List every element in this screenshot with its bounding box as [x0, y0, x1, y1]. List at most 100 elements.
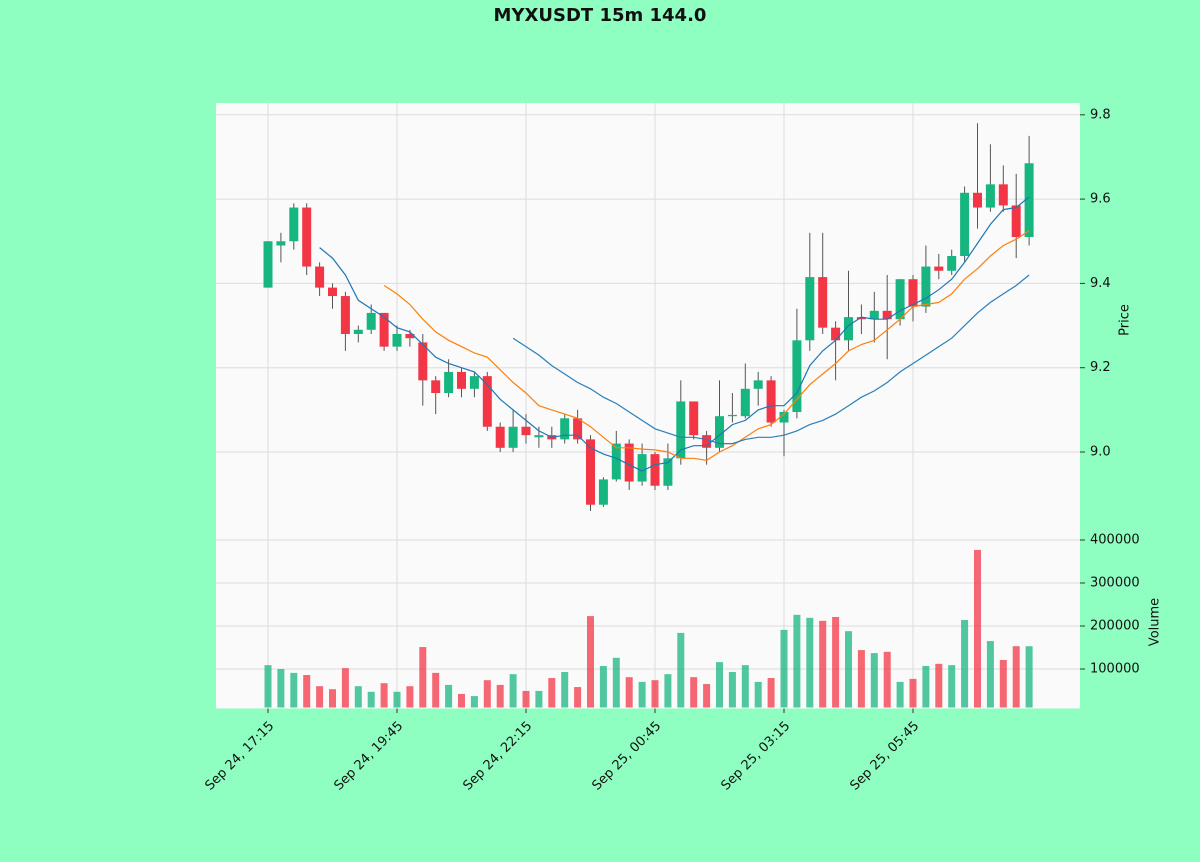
- y-tick-label: 200000: [1090, 619, 1140, 634]
- candle-body: [831, 327, 841, 341]
- candle-body: [302, 207, 312, 267]
- volume-bar: [599, 665, 607, 708]
- volume-bar: [316, 686, 324, 708]
- volume-bar: [380, 683, 388, 708]
- candle-body: [766, 380, 776, 423]
- volume-bar: [535, 690, 543, 708]
- candle-body: [431, 380, 441, 394]
- candle-body: [457, 371, 466, 389]
- volume-bar: [651, 680, 659, 708]
- volume-bar: [819, 620, 827, 708]
- volume-bar: [341, 668, 349, 708]
- candle-body: [715, 416, 724, 448]
- y-tick-label: 400000: [1090, 533, 1140, 548]
- candle-body: [805, 277, 815, 341]
- volume-bar: [677, 632, 685, 708]
- candle-body: [469, 376, 479, 389]
- moving-average-line: [319, 196, 1030, 472]
- volume-bar: [754, 681, 762, 708]
- candle-body: [1024, 163, 1034, 238]
- volume-bar: [612, 657, 620, 708]
- candle-body: [482, 376, 492, 427]
- x-tick-label: Sep 25, 00:45: [589, 719, 664, 794]
- volume-bar: [277, 669, 285, 708]
- candle-body: [405, 333, 415, 339]
- x-tick-label: Sep 24, 17:15: [202, 719, 277, 794]
- candle-body: [727, 414, 737, 417]
- candle-body: [702, 435, 712, 448]
- candle-body: [895, 279, 905, 320]
- y-axis-label: Price: [1118, 304, 1133, 336]
- volume-bar: [793, 614, 801, 708]
- candle-body: [663, 458, 673, 486]
- candle-body: [740, 388, 750, 417]
- candle-body: [289, 207, 299, 242]
- moving-average-line: [383, 230, 1030, 462]
- volume-bar: [509, 674, 517, 708]
- candle-body: [573, 418, 583, 440]
- volume-bar: [587, 616, 594, 708]
- volume-bar: [264, 665, 272, 708]
- volume-bar: [948, 665, 956, 708]
- volume-bar: [703, 684, 711, 708]
- volume-bar: [806, 617, 814, 708]
- volume-bar: [716, 662, 723, 708]
- candle-body: [882, 310, 892, 320]
- volume-bar: [483, 680, 491, 708]
- volume-bar: [845, 631, 852, 708]
- candle-body: [856, 317, 866, 320]
- candle-body: [637, 454, 647, 482]
- x-tick-label: Sep 24, 19:45: [331, 719, 406, 794]
- volume-bar: [638, 681, 646, 708]
- y-axis-label: Volume: [1148, 598, 1163, 646]
- volume-bar: [561, 672, 569, 708]
- volume-bar: [974, 549, 981, 708]
- volume-bar: [406, 686, 414, 708]
- candle-body: [779, 411, 789, 423]
- volume-bar: [470, 696, 478, 708]
- y-tick-label: 9.0: [1090, 445, 1111, 460]
- volume-bar: [961, 619, 969, 708]
- y-tick-label: 100000: [1090, 662, 1140, 677]
- x-tick-label: Sep 24, 22:15: [460, 719, 535, 794]
- volume-bar: [741, 665, 749, 708]
- candle-body: [534, 435, 544, 438]
- volume-bar: [303, 675, 311, 708]
- candle-body: [418, 342, 428, 381]
- x-tick-label: Sep 25, 05:45: [847, 719, 922, 794]
- volume-bar: [986, 641, 994, 708]
- candle-body: [753, 380, 763, 389]
- candle-body: [586, 439, 595, 505]
- candle-body: [328, 287, 337, 297]
- volume-bar: [1025, 646, 1033, 708]
- candle-body: [624, 443, 634, 482]
- candle-body: [508, 426, 518, 448]
- candle-body: [495, 426, 505, 448]
- volume-bar: [870, 653, 878, 708]
- volume-bar: [548, 678, 556, 708]
- candle-body: [985, 184, 995, 208]
- volume-bar: [458, 693, 465, 708]
- candle-body: [676, 401, 686, 459]
- volume-bar: [367, 691, 375, 708]
- candle-body: [998, 184, 1008, 206]
- candle-body: [934, 266, 944, 271]
- volume-bar: [832, 616, 840, 708]
- volume-bar: [393, 691, 401, 708]
- y-tick-label: 300000: [1090, 576, 1140, 591]
- candle-body: [263, 241, 273, 288]
- plot-area: [216, 103, 1080, 708]
- candle-body: [650, 454, 660, 486]
- candle-body: [947, 256, 957, 271]
- y-tick-label: 9.4: [1090, 276, 1111, 291]
- y-tick-label: 9.6: [1090, 192, 1111, 207]
- candle-body: [844, 317, 853, 341]
- volume-bar: [999, 659, 1007, 708]
- candle-body: [689, 401, 699, 436]
- candle-body: [921, 266, 931, 307]
- x-tick-label: Sep 25, 03:15: [718, 719, 793, 794]
- y-tick-label: 9.8: [1090, 107, 1111, 122]
- volume-bar: [935, 663, 943, 708]
- volume-bar: [664, 674, 672, 708]
